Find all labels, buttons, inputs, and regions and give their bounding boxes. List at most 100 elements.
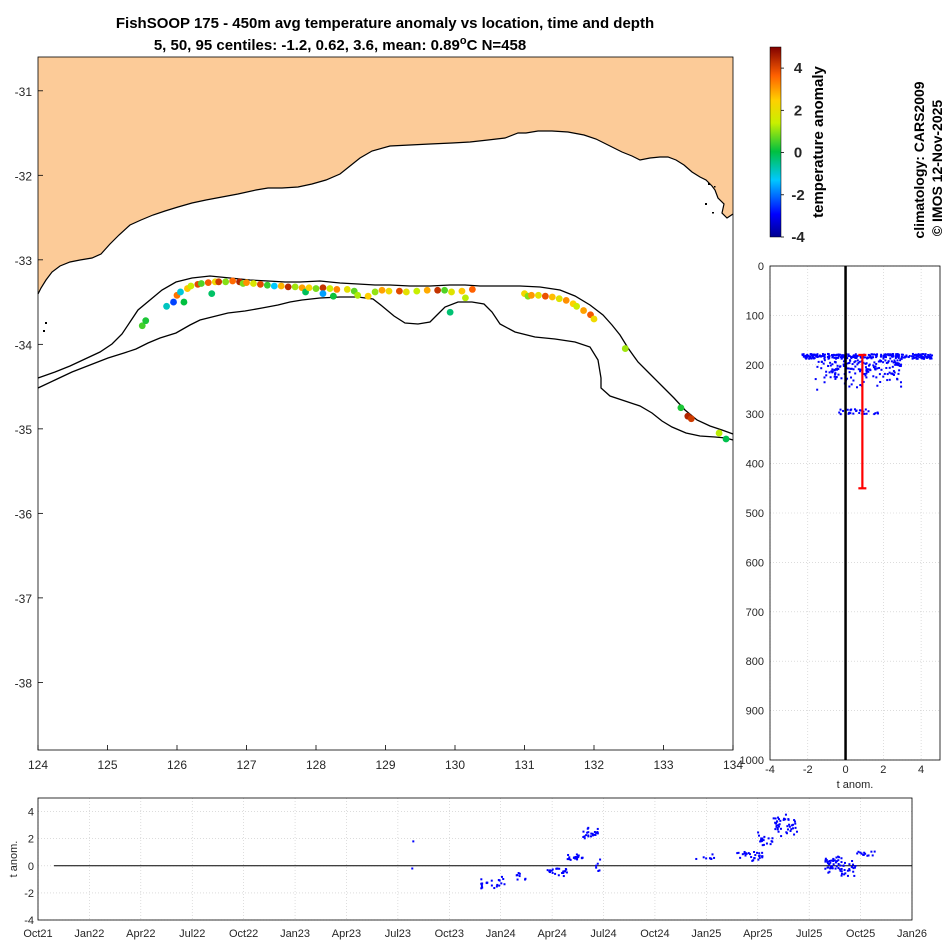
map-ytick-label: -33 [15, 254, 33, 268]
timeseries-observation-point [844, 872, 847, 875]
profile-observation-point [834, 377, 837, 380]
profile-observation-point [886, 373, 889, 376]
profile-observation-point [846, 408, 849, 411]
profile-observation-point [865, 368, 868, 371]
profile-observation-point [806, 353, 809, 356]
profile-observation-point [872, 366, 875, 369]
profile-observation-point [899, 365, 902, 368]
profile-observations [801, 352, 934, 416]
profile-observation-point [842, 360, 845, 363]
profile-observation-point [920, 353, 923, 356]
profile-observation-point [869, 356, 872, 359]
timeseries-observation-point [794, 826, 797, 829]
subtitle-count: C N=458 [467, 37, 527, 54]
profile-observation-point [891, 372, 894, 375]
profile-observation-point [880, 355, 883, 358]
profile-observation-point [867, 370, 870, 373]
timeseries-observation-point [516, 874, 519, 877]
profile-observation-point [841, 355, 844, 358]
timeseries-observation-point [565, 871, 568, 874]
figure-subtitle: 5, 50, 95 centiles: -1.2, 0.62, 3.6, mea… [154, 35, 526, 54]
timeseries-observation-point [829, 861, 832, 864]
profile-observation-point [828, 371, 831, 374]
profile-observation-point [884, 359, 887, 362]
profile-observation-point [811, 356, 814, 359]
profile-observation-point [825, 374, 828, 377]
profile-ytick-label: 900 [746, 706, 764, 718]
colorbar: 4 2 0 -2 -4 temperature anomaly [769, 46, 827, 246]
land-area [38, 57, 733, 294]
profile-observation-point [816, 388, 819, 391]
timeseries-observation-point [564, 870, 567, 873]
map-observation-point [458, 287, 466, 295]
timeseries-plot-area [38, 798, 912, 920]
profile-observation-point [892, 354, 895, 357]
timeseries-observation-point [843, 861, 846, 864]
timeseries-observation-point [826, 862, 829, 865]
profile-observation-point [927, 353, 930, 356]
timeseries-observation-point [857, 850, 860, 853]
map-xtick-label: 132 [584, 758, 604, 772]
profile-observation-point [890, 360, 893, 363]
timeseries-observation-point [854, 865, 857, 868]
profile-ytick-label: 1000 [740, 755, 764, 767]
profile-observation-point [897, 372, 900, 375]
figure-title: FishSOOP 175 - 450m avg temperature anom… [116, 15, 654, 32]
profile-observation-point [811, 355, 814, 358]
profile-observation-point [854, 355, 857, 358]
timeseries-observation-point [873, 850, 876, 853]
timeseries-observation-point [842, 864, 845, 867]
map-xtick-label: 131 [514, 758, 534, 772]
timeseries-observation-point [496, 883, 499, 886]
timeseries-observation-point [793, 833, 796, 836]
timeseries-observation-point [826, 861, 829, 864]
map-observation-point [590, 315, 598, 323]
profile-observation-point [913, 353, 916, 356]
map-observation-point [462, 294, 469, 302]
timeseries-observation-point [840, 870, 843, 873]
profile-observation-point [841, 354, 844, 357]
timeseries-observation-point [826, 866, 829, 869]
profile-observation-point [928, 356, 931, 359]
timeseries-observation-point [710, 857, 713, 860]
timeseries-xtick-label: Jan23 [280, 928, 310, 940]
profile-observation-point [880, 353, 883, 356]
profile-observation-point [899, 359, 902, 362]
timeseries-observation-point [567, 853, 570, 856]
map-observation-point [528, 291, 535, 299]
colorbar-tick-label: -2 [791, 187, 804, 204]
timeseries-observation-point [837, 867, 840, 870]
profile-observation-point [849, 359, 852, 362]
timeseries-observation-point [702, 856, 705, 859]
timeseries-observation-point [490, 884, 493, 887]
map-observation-point [580, 307, 587, 314]
map-observation-point [541, 292, 549, 300]
map-ytick-label: -34 [15, 338, 33, 352]
timeseries-observation-point [793, 819, 796, 822]
map-xtick-label: 126 [167, 758, 187, 772]
timeseries-observation-point [581, 856, 584, 859]
timeseries-observation-point [777, 825, 780, 828]
profile-observation-point [872, 364, 875, 367]
timeseries-observation-point [838, 856, 841, 859]
timeseries-xtick-label: Jul24 [590, 928, 616, 940]
profile-xlabel: t anom. [837, 779, 874, 791]
timeseries-xtick-label: Jan26 [897, 928, 927, 940]
timeseries-observation-point [554, 872, 557, 875]
timeseries-observation-point [777, 830, 780, 833]
profile-observation-point [883, 353, 886, 356]
profile-observation-point [833, 369, 836, 372]
profile-observation-point [879, 381, 882, 384]
timeseries-observation-point [834, 867, 837, 870]
timeseries-observation-point [551, 868, 554, 871]
timeseries-observation-point [771, 837, 774, 840]
profile-observation-point [896, 353, 899, 356]
profile-observation-point [846, 367, 849, 370]
profile-observation-point [899, 363, 902, 366]
profile-observation-point [840, 357, 843, 360]
profile-ytick-label: 100 [746, 310, 764, 322]
timeseries-observation-point [840, 857, 843, 860]
profile-observation-point [870, 353, 873, 356]
profile-observation-point [837, 356, 840, 359]
map-observation-point [187, 282, 195, 290]
